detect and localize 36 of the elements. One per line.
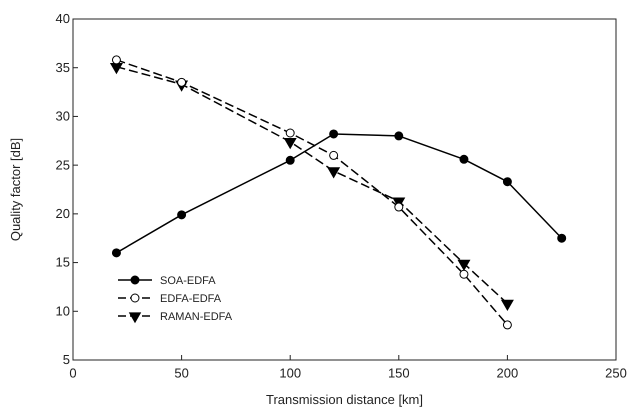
point (328, 167, 340, 178)
point (177, 210, 186, 220)
legend-label: SOA-EDFA (160, 275, 216, 287)
y-tick-label: 35 (56, 60, 70, 75)
y-tick-label: 40 (56, 11, 70, 26)
point (112, 248, 121, 258)
y-tick-label: 30 (56, 108, 70, 124)
point (394, 131, 404, 140)
point (329, 129, 338, 138)
x-tick-label: 50 (174, 365, 189, 380)
x-tick-label: 200 (496, 365, 518, 380)
point (501, 300, 514, 310)
point (286, 128, 295, 138)
x-axis-title: Transmission distance [km] (266, 392, 424, 407)
point (459, 154, 468, 164)
y-tick-label: 15 (56, 254, 70, 270)
point (459, 270, 468, 279)
point (286, 156, 295, 165)
point (557, 234, 566, 243)
point (394, 202, 404, 212)
legend-label: RAMAN-EDFA (160, 311, 233, 323)
y-tick-label: 25 (56, 157, 70, 172)
y-tick-label: 20 (56, 206, 70, 222)
legend-label: EDFA-EDFA (160, 293, 222, 305)
point (502, 320, 512, 330)
point (502, 177, 512, 186)
y-axis-title: Quality factor [dB] (8, 138, 23, 242)
point (329, 150, 338, 160)
x-tick-label: 0 (69, 365, 77, 380)
point (112, 55, 121, 64)
point (458, 260, 470, 271)
x-tick-label: 150 (388, 365, 410, 380)
x-tick-label: 250 (605, 365, 627, 380)
x-tick-label: 100 (279, 365, 302, 380)
y-tick-label: 10 (56, 303, 70, 318)
y-tick-label: 5 (62, 352, 70, 368)
